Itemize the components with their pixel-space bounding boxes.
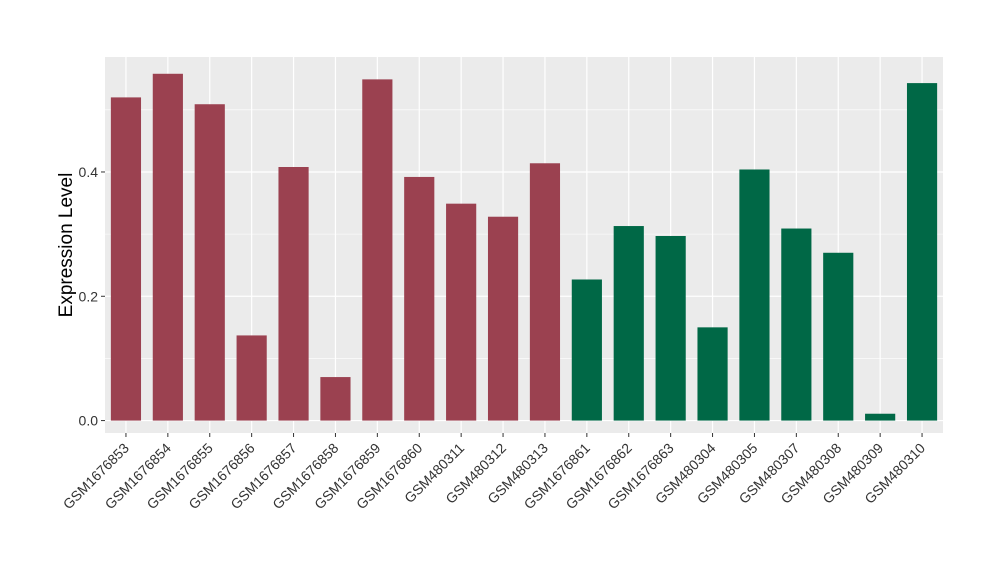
bar-gsm480311: [446, 203, 477, 421]
bar-gsm1676856: [236, 335, 267, 421]
bar-gsm480313: [529, 163, 561, 421]
bar-gsm480310: [906, 83, 938, 421]
bar-gsm1676862: [613, 226, 644, 421]
bar-gsm1676857: [278, 167, 309, 421]
y-tick-label: 0.4: [79, 164, 99, 180]
y-tick-label: 0.0: [79, 413, 99, 429]
y-tick-label: 0.2: [79, 288, 99, 304]
bar-gsm480309: [865, 413, 896, 421]
bar-gsm1676858: [320, 377, 351, 421]
bar-gsm480312: [487, 216, 519, 421]
bar-gsm480305: [739, 169, 770, 421]
panel-background: [105, 57, 943, 433]
bar-gsm1676860: [404, 176, 435, 421]
bar-gsm1676854: [152, 73, 183, 421]
bars: [110, 73, 938, 421]
bar-gsm1676853: [110, 97, 142, 421]
bar-gsm1676859: [362, 79, 393, 421]
y-axis: 0.0 0.2 0.4: [79, 164, 105, 429]
bar-gsm480304: [697, 327, 728, 421]
y-axis-title: Expression Level: [56, 173, 77, 318]
bar-gsm1676861: [571, 279, 602, 421]
plot-panel: [105, 57, 943, 433]
bar-gsm1676863: [655, 235, 686, 421]
bar-gsm480308: [823, 252, 854, 421]
bar-gsm480307: [781, 228, 812, 421]
bar-gsm1676855: [194, 104, 225, 421]
